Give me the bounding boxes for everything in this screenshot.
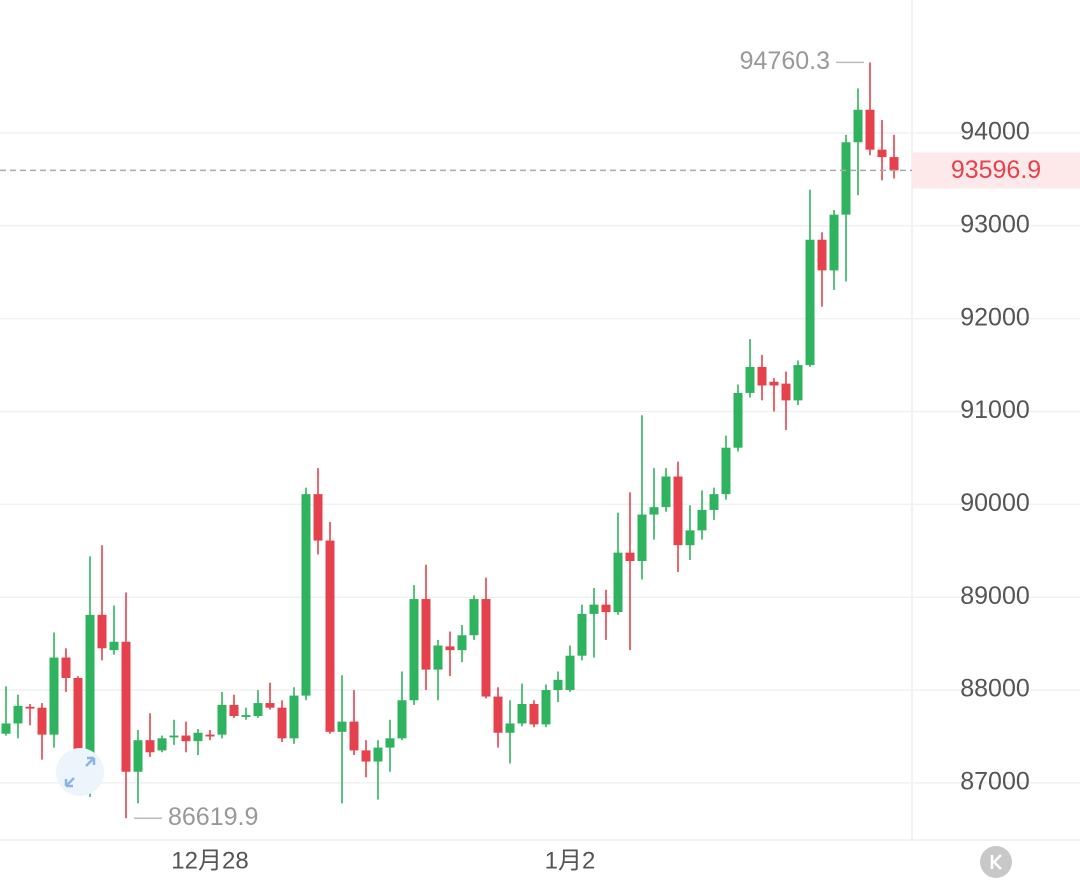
candle-body xyxy=(49,657,59,735)
y-tick-label: 94000 xyxy=(960,118,1030,146)
y-tick-label: 90000 xyxy=(960,489,1030,517)
candle-body xyxy=(13,705,23,724)
y-tick-label: 92000 xyxy=(960,303,1030,331)
candle-body xyxy=(697,509,707,531)
candle-body xyxy=(133,740,143,772)
candle-body xyxy=(253,703,263,717)
candle-body xyxy=(61,657,71,678)
candle-body xyxy=(841,142,851,215)
candle-body xyxy=(721,447,731,495)
candle-body xyxy=(325,540,335,732)
candle-body xyxy=(169,735,179,738)
candle-body xyxy=(529,703,539,725)
candle-body xyxy=(853,109,863,143)
candle-body xyxy=(745,366,755,393)
candle-body xyxy=(421,599,431,670)
candle-body xyxy=(877,149,887,158)
candle-body xyxy=(265,703,275,708)
candle-body xyxy=(589,604,599,614)
candle-body xyxy=(769,381,779,386)
k-button-bg[interactable] xyxy=(980,846,1012,878)
candle-body xyxy=(289,695,299,739)
candle-body xyxy=(313,494,323,541)
icon-bg[interactable] xyxy=(56,748,104,796)
candle-body xyxy=(85,614,95,766)
candle-body xyxy=(1,723,11,734)
x-tick-label: 1月2 xyxy=(545,847,596,874)
candle-body xyxy=(469,599,479,636)
candle-body xyxy=(217,704,227,735)
candle-body xyxy=(337,721,347,732)
candle-body xyxy=(349,721,359,751)
candle-body xyxy=(205,734,215,737)
last-price-label: 93596.9 xyxy=(951,156,1041,184)
candle-body xyxy=(781,383,791,401)
candle-body xyxy=(277,707,287,739)
candle-body xyxy=(805,239,815,366)
candle-body xyxy=(145,740,155,753)
candle-body xyxy=(73,677,83,766)
min-label: 86619.9 xyxy=(168,803,258,831)
candle-body xyxy=(889,157,899,171)
candle-body xyxy=(457,635,467,651)
candle-body xyxy=(673,476,683,546)
y-tick-label: 88000 xyxy=(960,675,1030,703)
candle-body xyxy=(97,614,107,649)
k-button-glyph[interactable] xyxy=(990,854,1002,870)
candle-body xyxy=(733,392,743,448)
y-tick-label: 89000 xyxy=(960,582,1030,610)
candle-body xyxy=(301,494,311,696)
candle-body xyxy=(505,723,515,733)
candle-body xyxy=(121,641,131,772)
candle-body xyxy=(25,706,35,709)
candle-body xyxy=(361,750,371,762)
candle-body xyxy=(661,476,671,508)
candle-body xyxy=(757,366,767,386)
candle-body xyxy=(565,655,575,691)
candle-body xyxy=(685,530,695,546)
candle-body xyxy=(385,738,395,748)
candle-body xyxy=(445,646,455,651)
last-price-box xyxy=(912,152,1080,189)
candle-body xyxy=(709,494,719,510)
candle-body xyxy=(409,599,419,701)
max-label: 94760.3 xyxy=(740,47,830,75)
candle-body xyxy=(625,552,635,561)
candle-body xyxy=(601,604,611,613)
reset-icon[interactable] xyxy=(56,748,104,796)
candle-body xyxy=(433,645,443,670)
k-button[interactable] xyxy=(980,846,1012,878)
candle-body xyxy=(817,239,827,271)
candle-body xyxy=(241,715,251,717)
candle-body xyxy=(865,109,875,150)
candle-body xyxy=(637,514,647,561)
candle-body xyxy=(493,696,503,733)
candle-body xyxy=(793,365,803,401)
candle-body xyxy=(553,679,563,691)
candle-body xyxy=(181,735,191,742)
y-tick-label: 87000 xyxy=(960,768,1030,796)
candle-body xyxy=(517,703,527,724)
candle-body xyxy=(577,613,587,656)
y-tick-label: 91000 xyxy=(960,396,1030,424)
candle-body xyxy=(829,214,839,271)
candle-body xyxy=(157,738,167,751)
candle-body xyxy=(649,507,659,515)
candle-body xyxy=(397,700,407,739)
candle-body xyxy=(541,690,551,725)
candle-body xyxy=(481,599,491,697)
candle-body xyxy=(229,704,239,717)
x-tick-label: 12月28 xyxy=(171,847,248,874)
candle-body xyxy=(613,552,623,613)
candle-body xyxy=(37,707,47,735)
candle-body xyxy=(109,641,119,651)
y-tick-label: 93000 xyxy=(960,210,1030,238)
candle-body xyxy=(373,747,383,762)
icon-arrows[interactable] xyxy=(64,756,96,788)
candle-body xyxy=(193,732,203,742)
